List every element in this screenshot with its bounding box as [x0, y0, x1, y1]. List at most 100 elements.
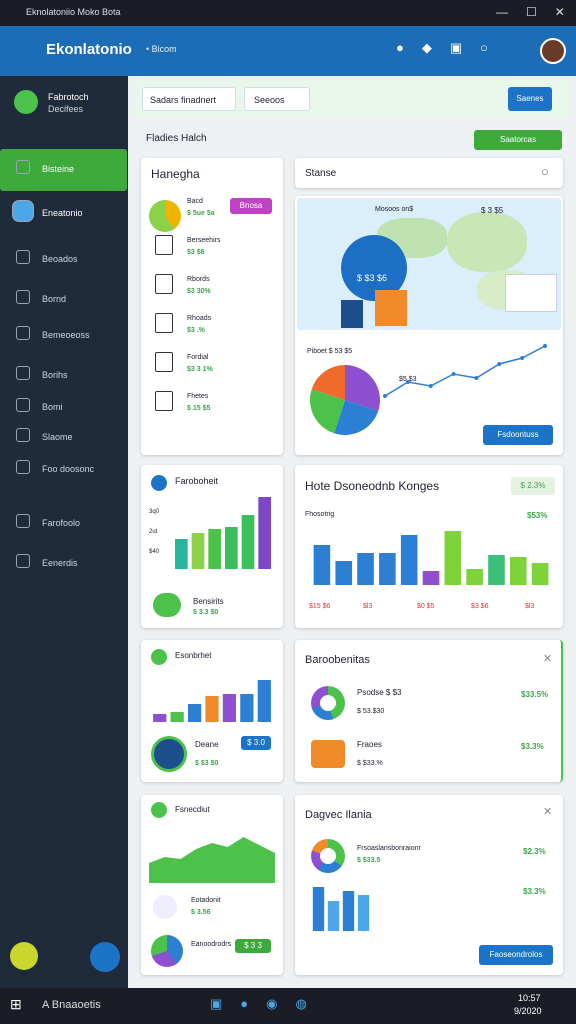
line-point: [474, 376, 479, 380]
item-label: Fhetes: [187, 393, 209, 400]
item-icon: [155, 274, 173, 294]
search-placeholder[interactable]: Stanse: [305, 168, 337, 179]
avatar[interactable]: [540, 38, 566, 64]
brand-logo: [14, 90, 38, 114]
bar: [422, 571, 440, 585]
nav-icon: [16, 460, 30, 474]
nav-icon: [16, 250, 30, 264]
taskbar-search[interactable]: A Bnaaoetis: [42, 999, 101, 1011]
search-box[interactable]: Stanse ○: [295, 158, 563, 188]
taskbar: ⊞ A Bnaaoetis ▣●◉◍ 10:57 9/2020: [0, 988, 576, 1024]
nav-icon: [16, 514, 30, 528]
app-name: Ekonlatonio: [46, 41, 132, 58]
nav-item[interactable]: Bomi: [42, 402, 63, 412]
date: 9/2020: [514, 1006, 542, 1016]
bar: [208, 529, 221, 569]
app-subtitle: • Bicom: [146, 44, 177, 54]
card-title: Faroboheit: [175, 476, 219, 486]
item-icon: [155, 352, 173, 372]
header-icons[interactable]: ●◆▣○: [396, 40, 506, 55]
bar: [400, 535, 418, 585]
bar: [379, 553, 396, 585]
line-point: [383, 394, 387, 398]
nav-item[interactable]: Beoados: [42, 254, 78, 264]
bubble-label: $ $3 $6: [357, 273, 388, 283]
area-card: Fsnecdiut Eotadonit $ 3.56 Eanoodrodrs $…: [141, 795, 283, 975]
nav-item[interactable]: Borihs: [42, 370, 68, 380]
tab-label[interactable]: Sadars finadnert: [150, 95, 217, 105]
donut-hole: [320, 695, 336, 711]
nav-icon: [16, 290, 30, 304]
card-button[interactable]: $ 3.0: [241, 736, 271, 750]
card-title: Hanegha: [151, 167, 200, 181]
nav-icon: [16, 398, 30, 412]
tab[interactable]: [142, 87, 236, 111]
section-button[interactable]: Saatorcas: [474, 130, 562, 150]
map: [297, 198, 561, 330]
pie-slice: [310, 389, 345, 434]
toolbar: Sadars finadnert Seeoos Saenes: [132, 80, 572, 118]
footer-label: Bensirits: [193, 597, 224, 606]
close[interactable]: ✕: [543, 653, 553, 665]
map-button[interactable]: Fsdoontuss: [483, 425, 553, 445]
pie-slice: [311, 365, 345, 400]
nav-item[interactable]: Farofoolo: [42, 518, 81, 528]
window-controls[interactable]: —☐✕: [496, 5, 576, 19]
line-chart: [383, 344, 547, 398]
line-point: [497, 362, 502, 366]
item-label: Psodse $ $3: [357, 688, 402, 697]
footer-label: Eanoodrodrs: [191, 941, 232, 948]
axis-label: 3q0: [149, 509, 160, 515]
nav-item[interactable]: Eneatonio: [42, 208, 83, 218]
bar: [175, 539, 188, 569]
badge: Bnosa: [230, 198, 272, 214]
footer-value: $ 3.3 $0: [193, 609, 219, 616]
bar: [531, 563, 549, 585]
start[interactable]: ⊞: [10, 996, 22, 1012]
bar-chart: [153, 680, 271, 722]
item-label: Fordial: [187, 354, 209, 361]
list-card: Baroobenitas ✕ Psodse $ $3 $ 53.$30 $33.5%…: [295, 640, 563, 782]
card-button[interactable]: $ 3 3: [235, 939, 271, 953]
sync-button[interactable]: [10, 942, 38, 970]
nav-item[interactable]: Bemeoeoss: [42, 330, 90, 340]
item-value: $3 $6: [187, 249, 205, 256]
line: [384, 345, 546, 397]
search-icon[interactable]: ○: [541, 164, 549, 179]
donut-hole: [320, 848, 336, 864]
close[interactable]: ✕: [543, 806, 553, 818]
map-card: Mosoos on$ $ 3 $5 $ $3 $6 Piboet $ 53 $5…: [295, 196, 563, 455]
bar: [335, 561, 353, 585]
item-icon: [155, 391, 173, 411]
bar: [191, 533, 205, 569]
toolbar-button[interactable]: Saenes: [508, 87, 552, 111]
card-button[interactable]: Faoseondrolos: [479, 945, 553, 965]
nav-item[interactable]: Bisteine: [42, 164, 75, 174]
icon: [151, 802, 167, 818]
nav-item[interactable]: Eenerdis: [42, 558, 78, 568]
x-label: $l3: [363, 603, 373, 610]
item-sub: $ 53.$30: [357, 708, 385, 715]
pie-chart: [310, 365, 380, 435]
nav-icon: [16, 366, 30, 380]
active-item[interactable]: [0, 149, 127, 191]
item-value: $3 3 1%: [187, 366, 213, 373]
badge: $ 2.3%: [511, 477, 555, 495]
taskbar-apps[interactable]: ▣●◉◍: [210, 996, 325, 1011]
x-label: $3 $6: [471, 603, 489, 610]
nav-item[interactable]: Slaome: [42, 432, 73, 442]
item-icon: [155, 313, 173, 333]
tab[interactable]: [244, 87, 310, 111]
icon: [151, 649, 167, 665]
list-card: Hanegha Bnosa Bacd $ 5ue 5a Berseehirs $3 $…: [141, 158, 283, 455]
item-value: $3.3%: [523, 887, 546, 896]
help-button[interactable]: [90, 942, 120, 972]
line-label: $5 $3: [399, 376, 417, 383]
nav-item[interactable]: Bornd: [42, 294, 67, 304]
bar-card: Faroboheit 3q0 2ut $40 Bensirits $ 3.3 $0: [141, 465, 283, 628]
item-label: Frsoaslansbonraionr: [357, 845, 421, 852]
bar: [357, 895, 370, 931]
donut: [311, 686, 345, 720]
tab-label[interactable]: Seeoos: [254, 95, 285, 105]
nav-item[interactable]: Foo doosonc: [42, 464, 95, 474]
